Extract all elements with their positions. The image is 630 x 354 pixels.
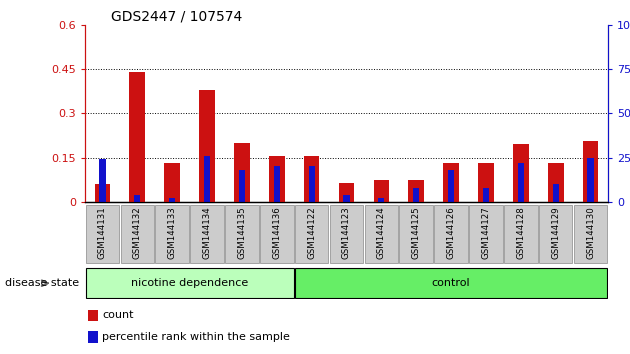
Bar — [483, 188, 489, 202]
Text: GSM144130: GSM144130 — [586, 206, 595, 259]
Text: GSM144131: GSM144131 — [98, 206, 107, 259]
Bar — [374, 180, 389, 202]
Bar — [548, 164, 563, 202]
Bar — [239, 170, 245, 202]
Text: count: count — [102, 310, 134, 320]
Bar — [260, 205, 294, 263]
Bar — [587, 158, 593, 202]
Text: GSM144129: GSM144129 — [551, 206, 560, 259]
Bar — [448, 170, 454, 202]
Bar — [169, 198, 175, 202]
Text: disease state: disease state — [4, 278, 79, 287]
Bar — [434, 205, 468, 263]
Bar — [120, 205, 154, 263]
Bar — [295, 268, 607, 298]
Text: GSM144124: GSM144124 — [377, 206, 386, 259]
Bar — [225, 205, 259, 263]
Bar — [583, 141, 598, 202]
Bar — [190, 205, 224, 263]
Bar — [269, 156, 285, 202]
Bar — [130, 72, 145, 202]
Bar — [86, 268, 294, 298]
Bar — [309, 166, 315, 202]
Text: GSM144123: GSM144123 — [342, 206, 351, 259]
Text: GSM144126: GSM144126 — [447, 206, 455, 259]
Bar — [156, 205, 189, 263]
Text: GSM144122: GSM144122 — [307, 206, 316, 259]
Bar — [378, 198, 384, 202]
Bar — [513, 144, 529, 202]
Bar — [539, 205, 573, 263]
Text: GSM144134: GSM144134 — [203, 206, 212, 259]
Bar — [478, 164, 494, 202]
Bar — [469, 205, 503, 263]
Text: GSM144128: GSM144128 — [517, 206, 525, 259]
Text: GSM144136: GSM144136 — [272, 206, 281, 259]
Text: control: control — [432, 278, 471, 287]
Bar — [329, 205, 364, 263]
Bar — [86, 205, 119, 263]
Text: GDS2447 / 107574: GDS2447 / 107574 — [112, 10, 243, 24]
Bar — [444, 164, 459, 202]
Bar — [164, 164, 180, 202]
Bar — [574, 205, 607, 263]
Bar — [88, 309, 98, 321]
Bar — [504, 205, 537, 263]
Bar — [94, 184, 110, 202]
Bar — [304, 156, 319, 202]
Text: GSM144127: GSM144127 — [481, 206, 490, 259]
Text: GSM144135: GSM144135 — [238, 206, 246, 259]
Text: GSM144125: GSM144125 — [412, 206, 421, 259]
Bar — [339, 183, 354, 202]
Bar — [399, 205, 433, 263]
Bar — [199, 90, 215, 202]
Bar — [408, 180, 424, 202]
Bar — [295, 205, 328, 263]
Bar — [88, 331, 98, 343]
Bar — [553, 184, 559, 202]
Bar — [273, 166, 280, 202]
Text: GSM144133: GSM144133 — [168, 206, 176, 259]
Text: percentile rank within the sample: percentile rank within the sample — [102, 332, 290, 342]
Text: GSM144132: GSM144132 — [133, 206, 142, 259]
Bar — [234, 143, 249, 202]
Bar — [518, 163, 524, 202]
Bar — [413, 188, 420, 202]
Bar — [134, 195, 140, 202]
Bar — [365, 205, 398, 263]
Bar — [343, 195, 350, 202]
Bar — [204, 156, 210, 202]
Bar — [100, 159, 106, 202]
Text: nicotine dependence: nicotine dependence — [131, 278, 248, 287]
